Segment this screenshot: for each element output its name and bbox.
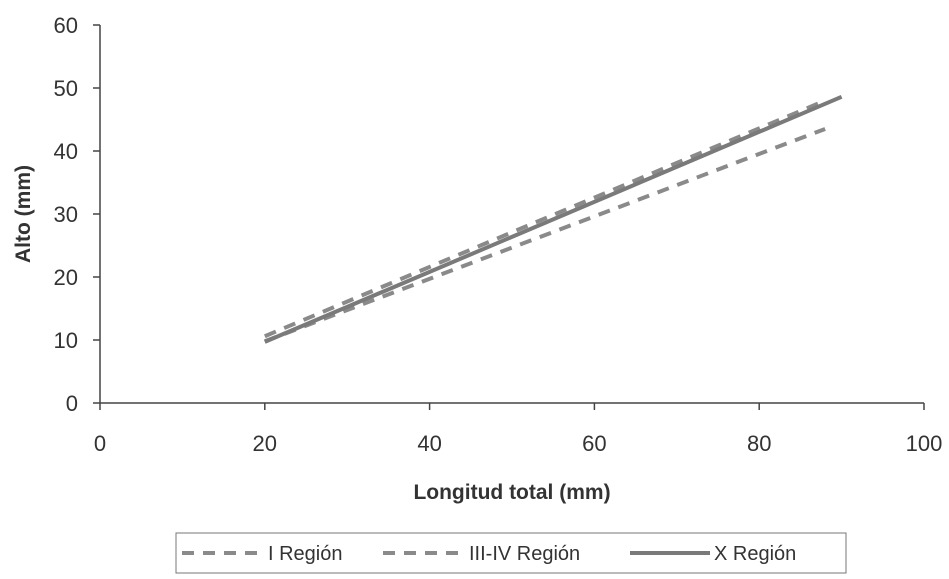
x-tick-label: 60 xyxy=(582,431,606,456)
y-tick-label: 30 xyxy=(54,202,78,227)
x-tick-label: 20 xyxy=(253,431,277,456)
legend: I Región III-IV Región X Región xyxy=(175,532,847,574)
x-tick-label: 80 xyxy=(747,431,771,456)
x-axis-title: Longitud total (mm) xyxy=(413,481,610,504)
legend-label-3: X Región xyxy=(714,543,796,565)
legend-label-2: III-IV Región xyxy=(469,543,580,565)
y-tick-label: 20 xyxy=(54,265,78,290)
legend-box xyxy=(175,532,847,574)
series-layer xyxy=(264,94,843,344)
series-line-3 xyxy=(264,94,843,344)
y-axis-title: Alto (mm) xyxy=(12,165,35,263)
x-tick-label: 100 xyxy=(906,431,943,456)
series-line-2 xyxy=(264,98,826,339)
y-tick-label: 60 xyxy=(54,13,78,38)
y-tick-label: 40 xyxy=(54,139,78,164)
axes xyxy=(99,25,924,404)
y-tick-label: 50 xyxy=(54,76,78,101)
x-ticks: 0 20 40 60 80 100 xyxy=(94,403,942,456)
x-tick-label: 40 xyxy=(417,431,441,456)
x-tick-label: 0 xyxy=(94,431,106,456)
y-tick-label: 0 xyxy=(66,391,78,416)
series-line-1 xyxy=(264,127,826,344)
y-ticks: 0 10 20 30 40 50 60 xyxy=(54,13,100,416)
legend-label-1: I Región xyxy=(268,543,343,565)
y-tick-label: 10 xyxy=(54,328,78,353)
